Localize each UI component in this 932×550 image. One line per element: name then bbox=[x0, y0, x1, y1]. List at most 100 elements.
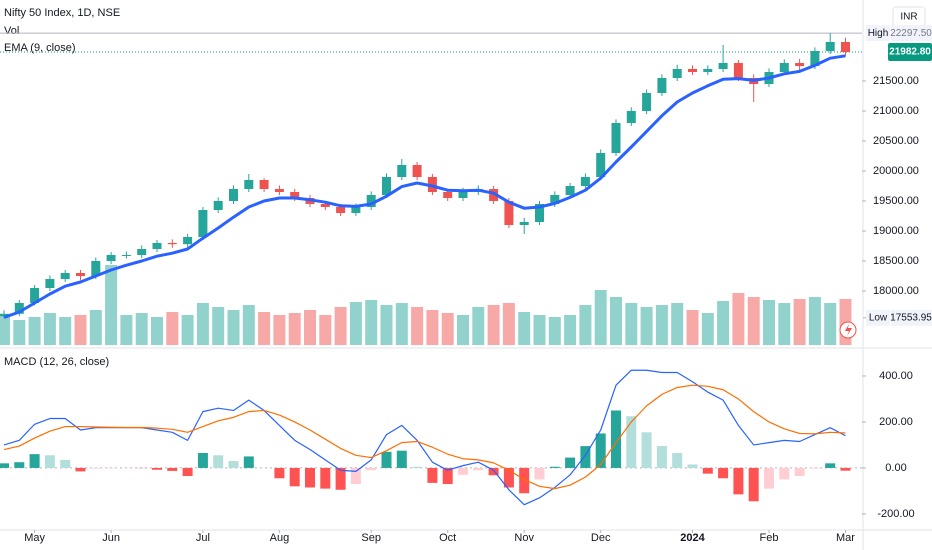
candle-body bbox=[596, 153, 606, 177]
x-tick-label: Jun bbox=[102, 532, 120, 544]
x-tick-label: Mar bbox=[836, 532, 855, 544]
histogram-bar bbox=[534, 467, 545, 480]
volume-bar bbox=[319, 315, 332, 345]
candle-body bbox=[229, 189, 238, 201]
volume-bar bbox=[105, 265, 118, 345]
x-tick-label: Oct bbox=[439, 532, 456, 544]
volume-bar bbox=[13, 320, 26, 345]
candle-body bbox=[397, 165, 407, 177]
histogram-bar bbox=[656, 446, 667, 468]
histogram-bar bbox=[840, 467, 851, 471]
volume-bar bbox=[594, 290, 607, 345]
macd-line bbox=[3, 384, 846, 490]
candle-body bbox=[121, 255, 131, 256]
y-tick-label: 18500.00 bbox=[873, 255, 919, 267]
candle-body bbox=[580, 177, 590, 186]
histogram-bar bbox=[672, 452, 683, 468]
candle-body bbox=[351, 207, 361, 213]
last-price-label: 21982.80 bbox=[889, 47, 931, 58]
volume-bar bbox=[242, 305, 255, 345]
histogram-bar bbox=[274, 467, 285, 479]
x-tick-label: 2024 bbox=[680, 532, 705, 544]
candle-body bbox=[703, 69, 713, 72]
candle-body bbox=[642, 93, 652, 111]
volume-legend: Vol bbox=[4, 25, 19, 37]
histogram-bar bbox=[809, 467, 820, 469]
volume-bar bbox=[89, 310, 102, 345]
plot: 18000.00 18500.00 19000.00 19500.00 20000.00… bbox=[0, 25, 932, 544]
volume-bar bbox=[334, 307, 347, 345]
histogram-bar bbox=[335, 467, 346, 490]
candle-body bbox=[688, 69, 697, 72]
candle-body bbox=[550, 195, 560, 204]
histogram-bar bbox=[611, 410, 621, 468]
histogram-bar bbox=[305, 467, 315, 488]
histogram-bar bbox=[549, 466, 560, 468]
candle-body bbox=[672, 69, 682, 78]
y-tick-label: 200.00 bbox=[879, 416, 913, 428]
candle-body bbox=[519, 222, 529, 225]
candle-body bbox=[841, 42, 850, 53]
candle-body bbox=[290, 192, 300, 198]
volume-bar bbox=[349, 302, 362, 345]
candle-body bbox=[106, 255, 116, 261]
histogram-bar bbox=[702, 467, 713, 474]
x-tick-label: Nov bbox=[514, 532, 534, 544]
candle-body bbox=[535, 204, 544, 222]
histogram-bar bbox=[167, 467, 178, 471]
histogram-bar bbox=[580, 446, 591, 468]
histogram-bar bbox=[473, 467, 484, 471]
volume-bar bbox=[747, 297, 760, 345]
histogram-bar bbox=[565, 457, 576, 468]
candle-body bbox=[320, 204, 330, 207]
volume-bar bbox=[227, 310, 240, 345]
volume-bar bbox=[0, 315, 10, 345]
histogram-bar bbox=[519, 467, 530, 494]
chart-title: Nifty 50 Index, 1D, NSE bbox=[4, 7, 120, 19]
volume-bar bbox=[288, 313, 301, 345]
histogram-bar bbox=[764, 467, 774, 489]
candle-body bbox=[183, 237, 193, 245]
histogram-bar bbox=[320, 467, 331, 489]
candle-body bbox=[489, 189, 499, 201]
histogram-bar bbox=[442, 467, 453, 485]
x-tick-label: Feb bbox=[760, 532, 779, 544]
candle-body bbox=[30, 288, 40, 303]
y-tick-label: 18000.00 bbox=[873, 285, 919, 297]
volume-bar bbox=[380, 305, 393, 345]
volume-bar bbox=[273, 315, 286, 345]
candle-body bbox=[657, 78, 667, 93]
x-tick-label: Jul bbox=[196, 532, 210, 544]
histogram-bar bbox=[197, 452, 208, 468]
ema-legend: EMA (9, close) bbox=[4, 42, 76, 54]
y-tick-label: 20000.00 bbox=[873, 165, 919, 177]
histogram-bar bbox=[488, 467, 499, 476]
volume-bar bbox=[74, 315, 87, 345]
histogram-bar bbox=[366, 467, 377, 471]
candle-body bbox=[825, 42, 835, 51]
event-icon-bolt bbox=[845, 324, 852, 336]
candle-body bbox=[412, 165, 422, 177]
histogram-bar bbox=[152, 467, 162, 470]
histogram-bar bbox=[595, 433, 606, 468]
candle-body bbox=[91, 261, 101, 276]
candle-body bbox=[443, 192, 453, 198]
candle-body bbox=[45, 279, 55, 288]
candle-body bbox=[810, 51, 820, 66]
volume-bar bbox=[655, 305, 668, 345]
candle-body bbox=[626, 111, 636, 123]
x-tick-label: Dec bbox=[591, 532, 611, 544]
candle-body bbox=[244, 180, 254, 189]
histogram-bar bbox=[0, 463, 9, 468]
histogram-bar bbox=[182, 467, 193, 476]
y-tick-label: 19500.00 bbox=[873, 195, 919, 207]
volume-bar bbox=[28, 317, 41, 345]
y-tick-label: 400.00 bbox=[879, 370, 913, 382]
histogram-bar bbox=[503, 467, 514, 488]
volume-bar bbox=[671, 303, 684, 345]
volume-bar bbox=[763, 300, 775, 345]
histogram-bar bbox=[213, 455, 224, 468]
last-price-bg bbox=[888, 43, 932, 62]
volume-bar bbox=[441, 313, 454, 345]
macd-title: MACD (12, 26, close) bbox=[4, 356, 109, 368]
